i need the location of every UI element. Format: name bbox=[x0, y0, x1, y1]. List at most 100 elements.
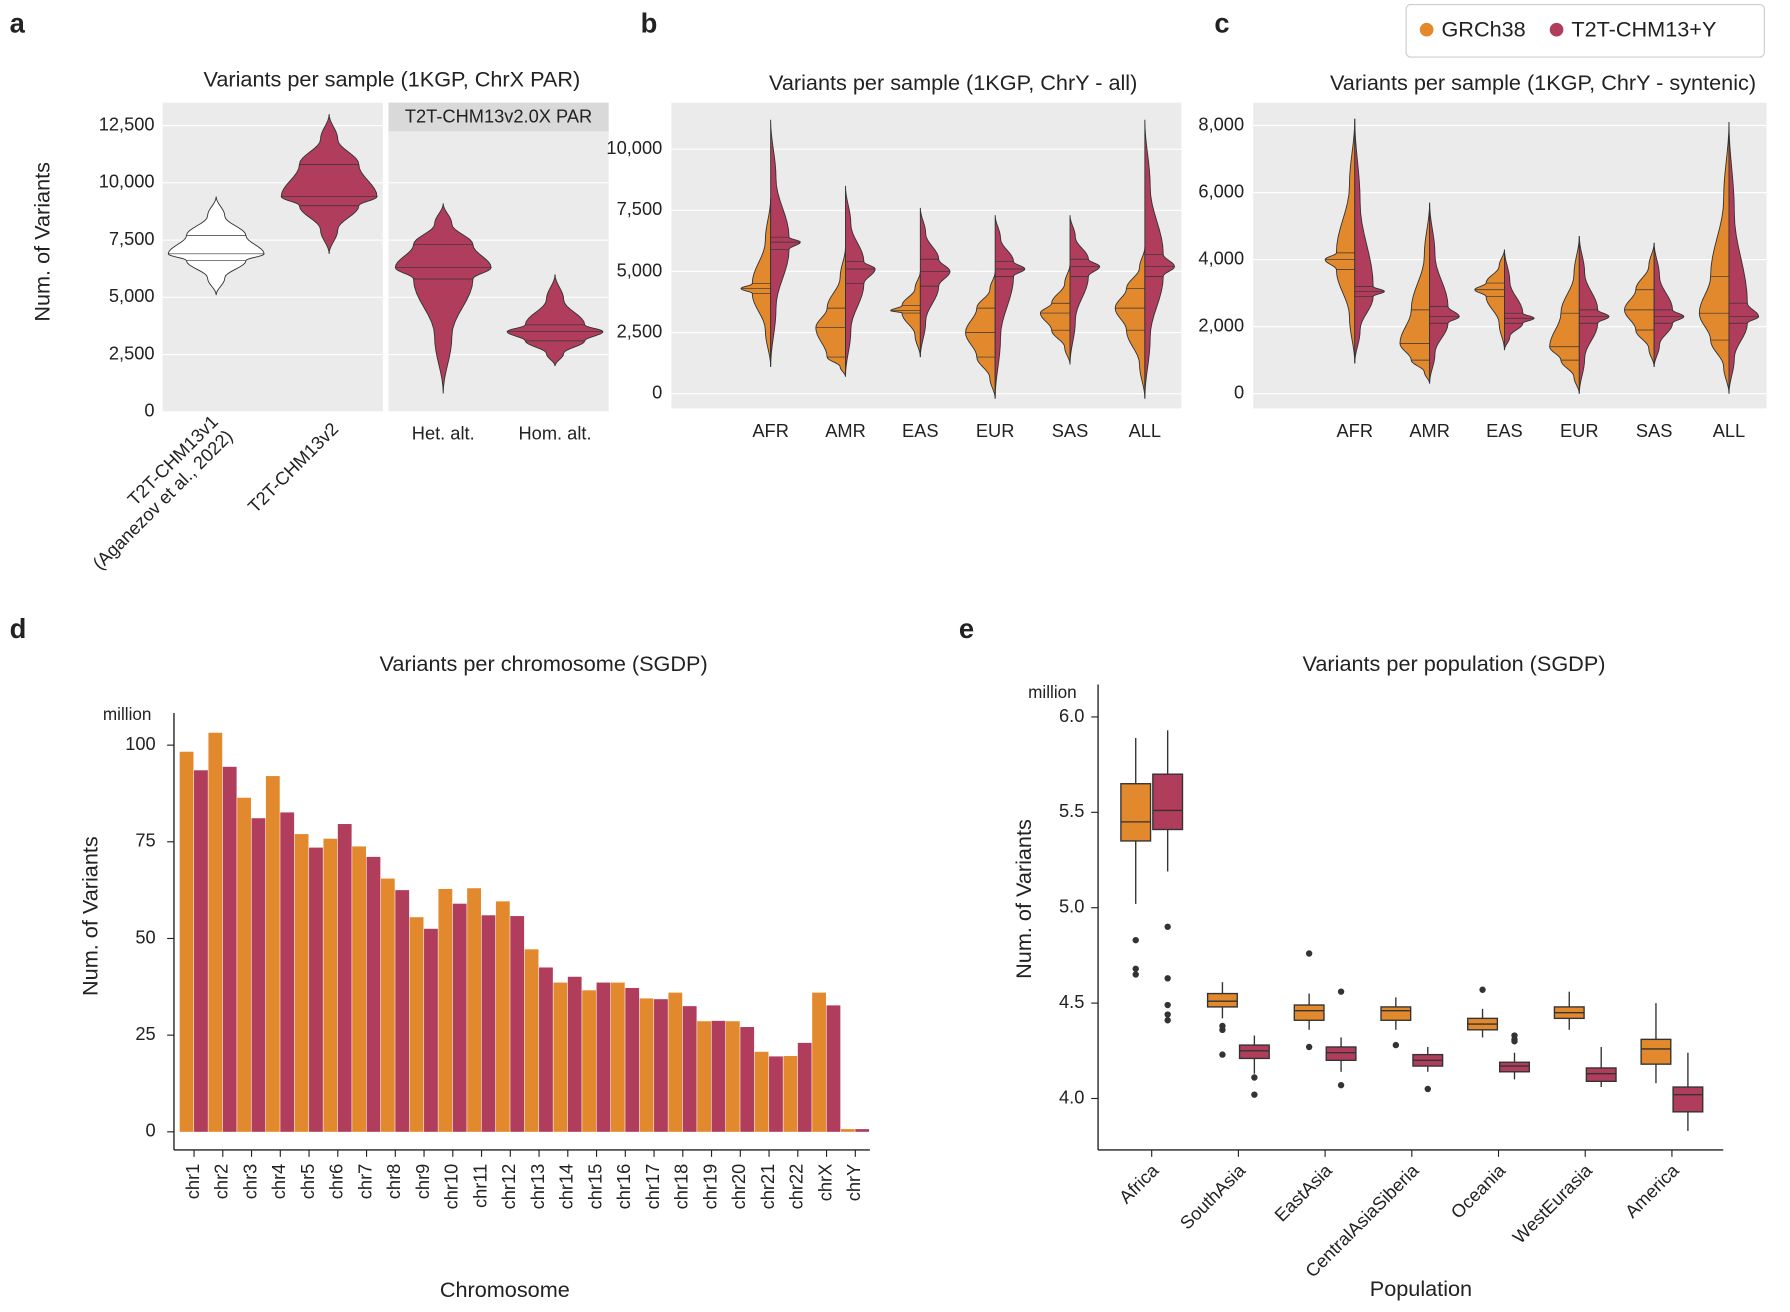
legend-marker bbox=[1549, 22, 1564, 37]
box bbox=[1238, 1044, 1270, 1060]
x-tick-label: SAS bbox=[1636, 420, 1673, 441]
x-tick-label: chr10 bbox=[441, 1164, 462, 1210]
x-tick-label: chr1 bbox=[182, 1164, 203, 1200]
outlier bbox=[1392, 1041, 1400, 1049]
x-tick-label: chr8 bbox=[383, 1164, 404, 1200]
x-tick-label: chr9 bbox=[412, 1164, 433, 1200]
x-tick-label: chr18 bbox=[671, 1164, 692, 1210]
bar bbox=[797, 1042, 812, 1132]
bar bbox=[711, 1020, 726, 1132]
y-tick-label: 8,000 bbox=[1198, 113, 1244, 134]
unit-label: million bbox=[1028, 683, 1077, 702]
x-tick-label: EAS bbox=[902, 420, 939, 441]
panel-letter: c bbox=[1214, 7, 1229, 38]
legend-label: GRCh38 bbox=[1441, 17, 1525, 42]
violin bbox=[1474, 249, 1505, 351]
box bbox=[1640, 1038, 1672, 1065]
outlier bbox=[1251, 1091, 1258, 1098]
bar bbox=[567, 976, 582, 1132]
bar bbox=[610, 982, 625, 1132]
x-tick-label: Het. alt. bbox=[412, 422, 475, 443]
outlier bbox=[1479, 986, 1486, 993]
box bbox=[1152, 773, 1184, 831]
y-tick-label: 5,000 bbox=[109, 285, 155, 306]
bar bbox=[826, 1005, 841, 1132]
legend-box bbox=[1405, 3, 1765, 58]
x-tick-label: chr17 bbox=[642, 1164, 663, 1210]
y-tick-label: 5.5 bbox=[1059, 800, 1084, 821]
bar bbox=[855, 1129, 870, 1132]
y-axis-label: Num. of Variants bbox=[78, 836, 103, 996]
x-tick-label: chr7 bbox=[354, 1164, 375, 1200]
x-tick-label: AFR bbox=[1337, 420, 1374, 441]
bar bbox=[380, 878, 395, 1132]
x-tick-label: AMR bbox=[825, 420, 866, 441]
bar bbox=[251, 818, 266, 1132]
y-axis-label: Num. of Variants bbox=[1011, 819, 1036, 979]
y-tick-label: 10,000 bbox=[99, 171, 155, 192]
x-tick-label: T2T-CHM13v2 bbox=[243, 418, 342, 517]
x-tick-label: chr6 bbox=[326, 1164, 347, 1200]
bar bbox=[524, 949, 539, 1132]
violin bbox=[1624, 242, 1655, 367]
violin bbox=[845, 185, 876, 377]
x-tick-label: chr15 bbox=[584, 1164, 605, 1210]
panel-letter: d bbox=[10, 613, 27, 644]
chart-title: Variants per sample (1KGP, ChrX PAR) bbox=[204, 67, 581, 92]
bar bbox=[582, 990, 596, 1132]
y-tick-label: 0 bbox=[1234, 382, 1244, 403]
outlier bbox=[1337, 988, 1345, 995]
chart-title: Variants per sample (1KGP, ChrY - synten… bbox=[1330, 70, 1756, 95]
y-axis-label: Num. of Variants bbox=[30, 162, 55, 322]
chart-title: Variants per sample (1KGP, ChrY - all) bbox=[769, 70, 1137, 95]
bar bbox=[596, 982, 611, 1132]
bar bbox=[179, 751, 194, 1132]
y-tick-label: 7,500 bbox=[617, 198, 663, 219]
bar bbox=[452, 903, 467, 1132]
bar bbox=[754, 1051, 769, 1132]
x-tick-label: Oceania bbox=[1446, 1159, 1510, 1223]
bar bbox=[639, 998, 654, 1132]
bar bbox=[409, 917, 424, 1132]
x-tick-label: chr5 bbox=[297, 1164, 318, 1200]
outlier bbox=[1164, 923, 1171, 930]
y-tick-label: 4,000 bbox=[1198, 247, 1244, 268]
x-tick-label: EAS bbox=[1486, 420, 1523, 441]
bar bbox=[352, 846, 366, 1132]
x-tick-label: America bbox=[1621, 1159, 1684, 1222]
x-tick-label: chr13 bbox=[527, 1164, 548, 1210]
violin bbox=[1114, 246, 1146, 399]
box bbox=[1380, 1006, 1412, 1021]
box bbox=[1585, 1067, 1617, 1083]
legend-marker bbox=[1419, 22, 1434, 37]
bar bbox=[337, 824, 352, 1132]
violin bbox=[1069, 215, 1101, 365]
bar bbox=[194, 770, 208, 1132]
bar bbox=[208, 732, 223, 1132]
bar bbox=[294, 834, 309, 1132]
y-tick-label: 4.5 bbox=[1059, 991, 1084, 1012]
x-tick-label: chrY bbox=[843, 1164, 864, 1202]
x-tick-label: chr11 bbox=[469, 1164, 490, 1208]
violin bbox=[1698, 122, 1730, 394]
y-tick-label: 2,000 bbox=[1198, 314, 1244, 335]
y-tick-label: 5,000 bbox=[617, 259, 663, 280]
box bbox=[1498, 1061, 1531, 1073]
bar bbox=[467, 888, 481, 1132]
x-tick-label: chr2 bbox=[211, 1164, 232, 1200]
legend-label: T2T-CHM13+Y bbox=[1571, 17, 1716, 42]
y-tick-label: 25 bbox=[135, 1023, 155, 1044]
box bbox=[1293, 1004, 1325, 1021]
outlier bbox=[1219, 1051, 1226, 1058]
x-tick-label: chr12 bbox=[498, 1164, 519, 1210]
x-tick-label: EUR bbox=[1560, 420, 1599, 441]
bar bbox=[668, 992, 683, 1132]
x-tick-label: (Aganezov et al., 2022) bbox=[88, 425, 236, 573]
outlier bbox=[1164, 1017, 1171, 1024]
bar bbox=[366, 856, 381, 1132]
x-tick-label: chr19 bbox=[699, 1164, 720, 1210]
x-tick-label: SouthAsia bbox=[1176, 1159, 1250, 1233]
